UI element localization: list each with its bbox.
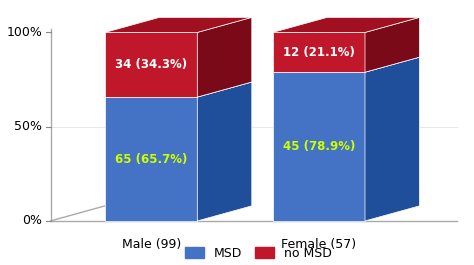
Polygon shape [105, 32, 197, 97]
Polygon shape [105, 97, 197, 221]
Text: 65 (65.7%): 65 (65.7%) [115, 153, 187, 166]
Legend: MSD, no MSD: MSD, no MSD [181, 242, 337, 265]
Polygon shape [365, 17, 419, 72]
Text: Male (99): Male (99) [121, 238, 181, 251]
Polygon shape [197, 82, 252, 221]
Text: 0%: 0% [22, 214, 42, 227]
Polygon shape [105, 17, 252, 32]
Text: 50%: 50% [14, 120, 42, 133]
Polygon shape [273, 17, 419, 32]
Text: 100%: 100% [6, 26, 42, 39]
Polygon shape [273, 32, 365, 72]
Polygon shape [273, 72, 365, 221]
Text: Female (57): Female (57) [281, 238, 356, 251]
Text: 45 (78.9%): 45 (78.9%) [283, 140, 355, 153]
Text: 12 (21.1%): 12 (21.1%) [283, 46, 355, 59]
Polygon shape [273, 57, 419, 72]
Text: 34 (34.3%): 34 (34.3%) [115, 58, 187, 71]
Polygon shape [197, 17, 252, 97]
Polygon shape [365, 57, 419, 221]
Polygon shape [105, 82, 252, 97]
